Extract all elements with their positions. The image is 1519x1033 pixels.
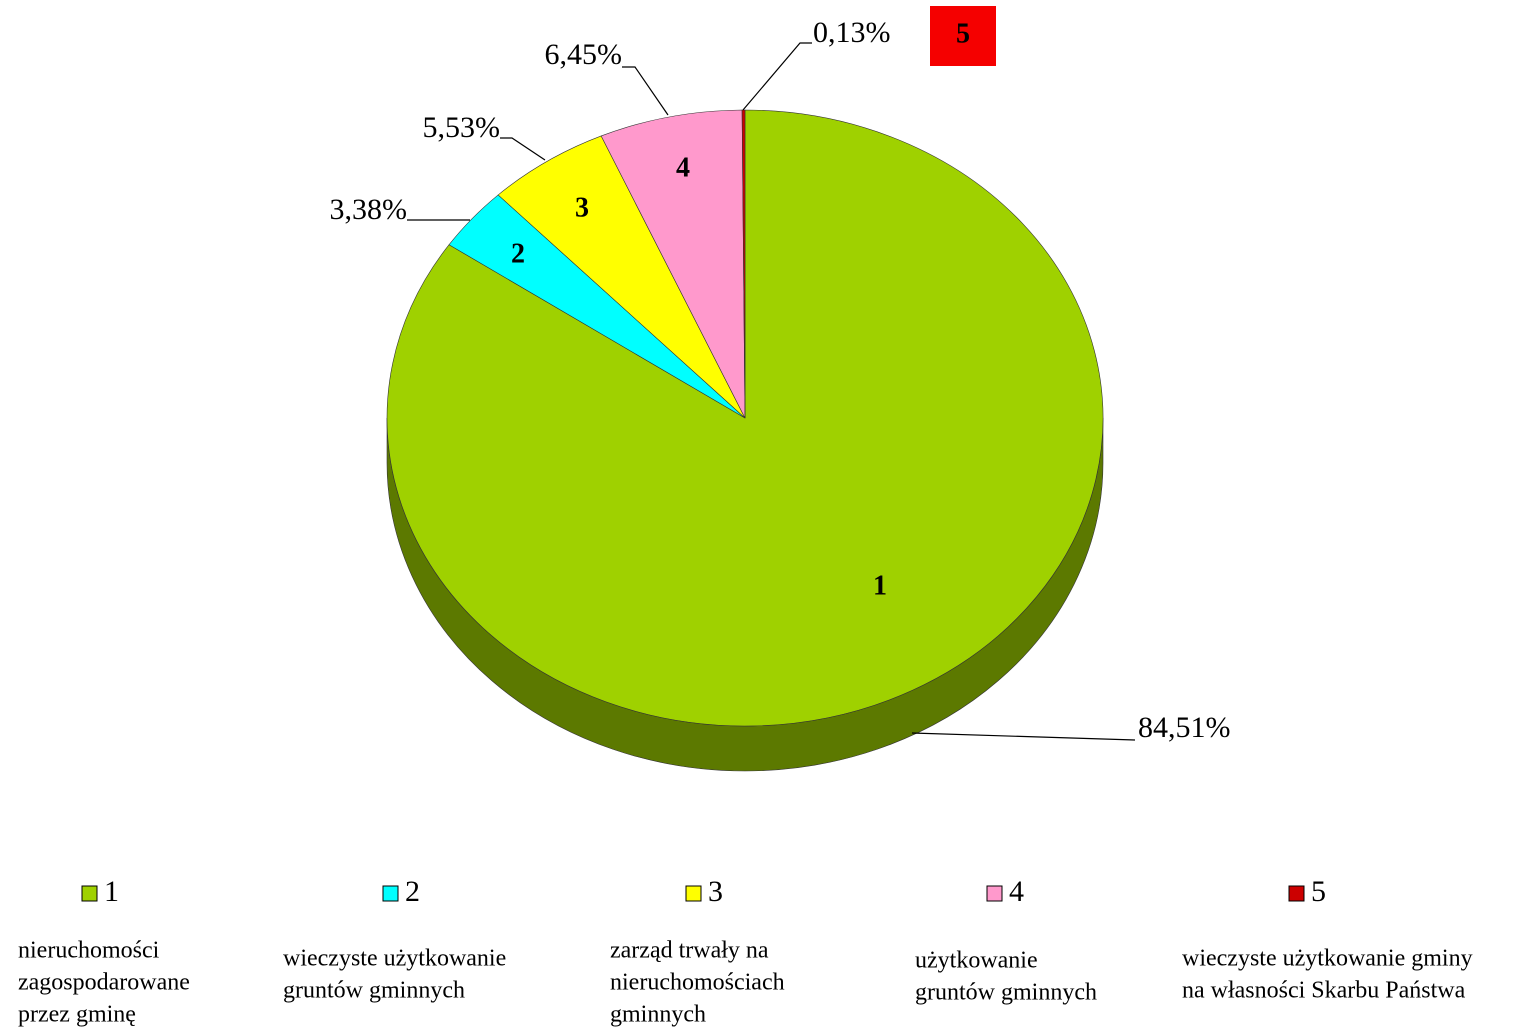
legend-swatch [986, 885, 1003, 902]
legend-label: 2 [405, 875, 420, 908]
legend-description: wieczyste użytkowanie [283, 946, 506, 972]
leader-line [911, 732, 1136, 741]
value-label: 84,51% [1138, 711, 1231, 744]
slice-label: 1 [873, 570, 887, 601]
legend-description: zarząd trwały na [610, 938, 769, 964]
value-label: 3,38% [330, 193, 408, 226]
legend-description: przez gminę [18, 1002, 136, 1028]
legend-description: na własności Skarbu Państwa [1182, 978, 1466, 1004]
legend-label: 4 [1009, 875, 1024, 908]
leader-line [742, 42, 812, 111]
leader-line [500, 137, 546, 161]
legend-description: gruntów gminnych [915, 980, 1097, 1006]
legend-description: gruntów gminnych [283, 978, 465, 1004]
leader-line [622, 66, 669, 116]
legend-swatch [1288, 885, 1305, 902]
legend-description: użytkowanie [915, 948, 1038, 974]
callout-label: 5 [956, 18, 970, 49]
legend-description: zagospodarowane [18, 970, 190, 996]
pie-slice [600, 109, 746, 419]
value-label: 0,13% [813, 16, 891, 49]
slice-label: 4 [676, 152, 690, 183]
callout-box [930, 6, 996, 66]
legend-description: gminnych [610, 1002, 706, 1028]
legend-swatch [382, 885, 399, 902]
legend-label: 3 [708, 875, 723, 908]
legend-swatch [81, 885, 98, 902]
slice-label: 3 [575, 192, 589, 223]
legend-description: nieruchomości [18, 938, 160, 964]
value-label: 5,53% [423, 111, 501, 144]
legend-label: 1 [104, 875, 119, 908]
legend-description: nieruchomościach [610, 970, 785, 996]
slice-label: 2 [511, 238, 525, 269]
value-label: 6,45% [545, 38, 623, 71]
legend-label: 5 [1311, 875, 1326, 908]
legend-swatch [685, 885, 702, 902]
legend-description: wieczyste użytkowanie gminy [1182, 946, 1473, 972]
